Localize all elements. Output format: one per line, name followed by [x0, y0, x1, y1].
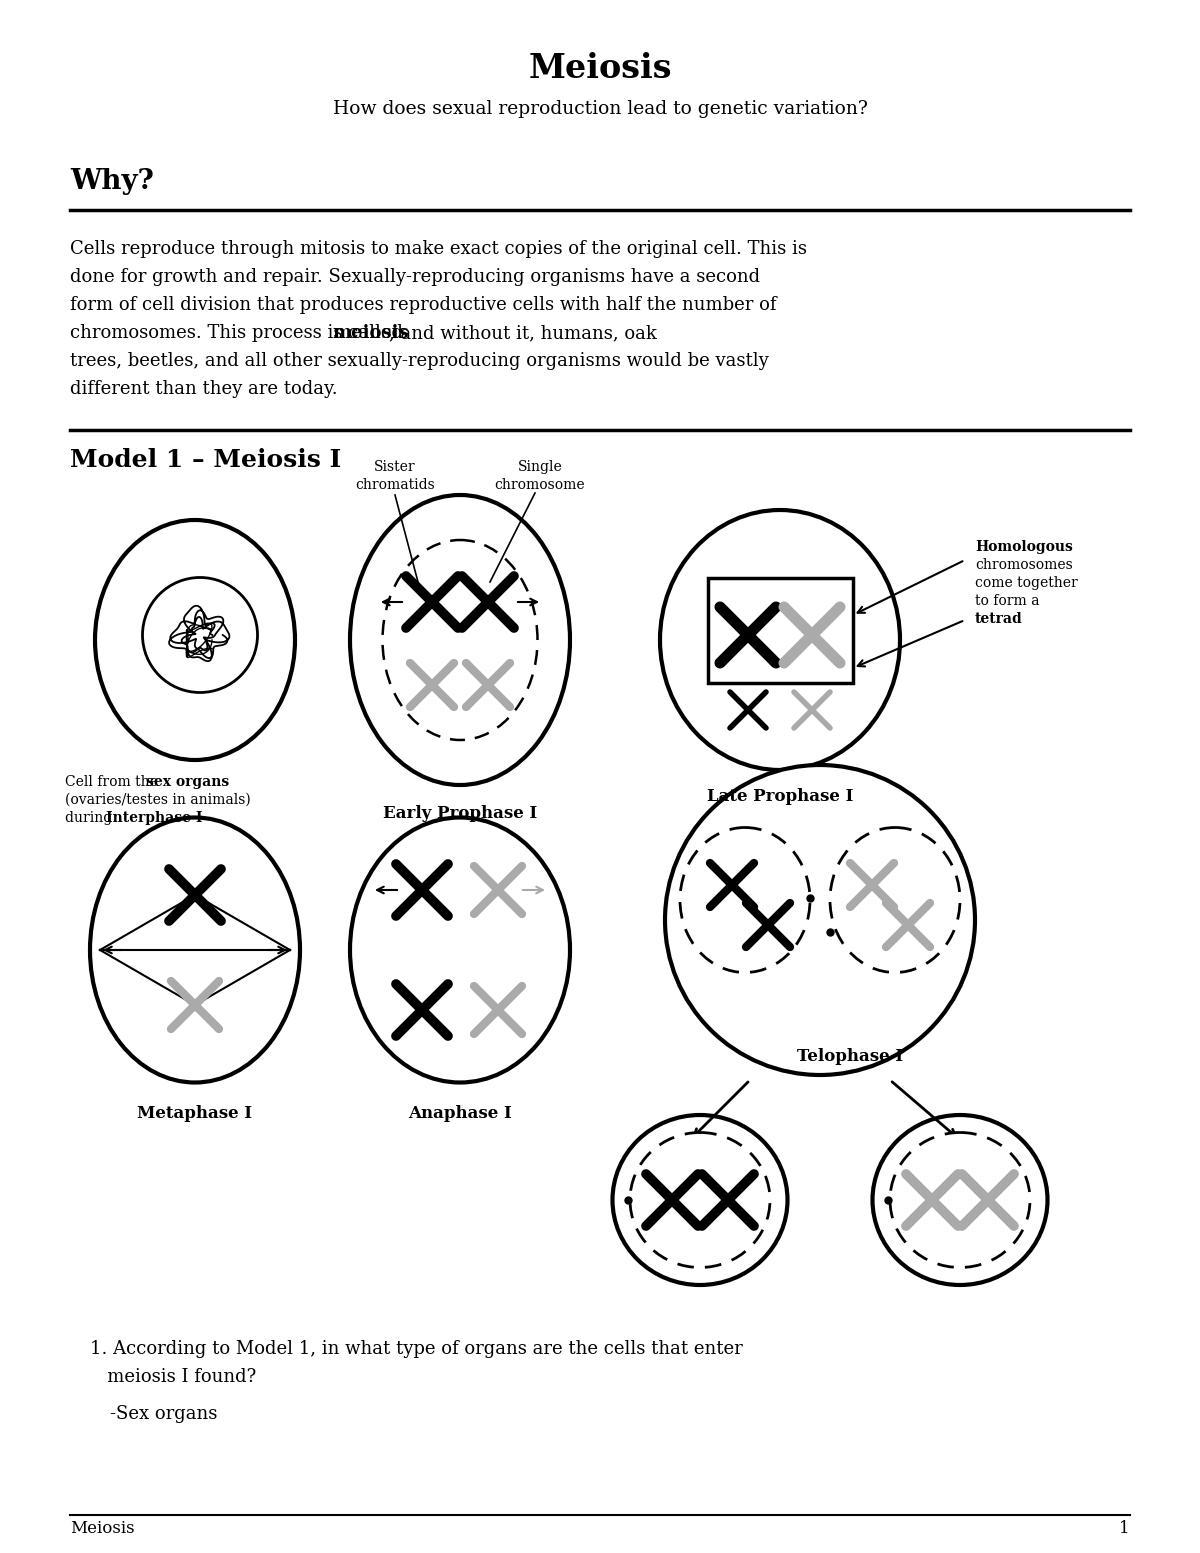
Text: come together: come together: [974, 576, 1078, 590]
Text: Early Prophase I: Early Prophase I: [383, 804, 538, 822]
Ellipse shape: [830, 828, 960, 972]
Ellipse shape: [680, 828, 810, 972]
Text: Single: Single: [517, 460, 563, 474]
Text: during: during: [65, 811, 116, 825]
Text: Meiosis: Meiosis: [528, 51, 672, 85]
Text: to form a: to form a: [974, 593, 1039, 609]
Text: (ovaries/testes in animals): (ovaries/testes in animals): [65, 794, 251, 808]
Ellipse shape: [143, 578, 258, 693]
Ellipse shape: [890, 1132, 1030, 1267]
Text: 1. According to Model 1, in what type of organs are the cells that enter: 1. According to Model 1, in what type of…: [90, 1340, 743, 1357]
Ellipse shape: [612, 1115, 787, 1284]
Text: Homologous: Homologous: [974, 540, 1073, 554]
Text: form of cell division that produces reproductive cells with half the number of: form of cell division that produces repr…: [70, 297, 776, 314]
Ellipse shape: [630, 1132, 770, 1267]
Text: Metaphase I: Metaphase I: [138, 1106, 252, 1121]
Ellipse shape: [90, 817, 300, 1082]
Text: Cells reproduce through mitosis to make exact copies of the original cell. This : Cells reproduce through mitosis to make …: [70, 241, 808, 258]
Text: How does sexual reproduction lead to genetic variation?: How does sexual reproduction lead to gen…: [332, 99, 868, 118]
Ellipse shape: [350, 817, 570, 1082]
Bar: [708, 578, 853, 683]
Ellipse shape: [872, 1115, 1048, 1284]
Text: Meiosis: Meiosis: [70, 1520, 134, 1537]
Ellipse shape: [350, 495, 570, 784]
Ellipse shape: [660, 509, 900, 770]
Text: chromosomes. This process is called: chromosomes. This process is called: [70, 325, 409, 342]
Text: meiosis: meiosis: [332, 325, 409, 342]
Text: different than they are today.: different than they are today.: [70, 380, 337, 398]
Text: chromosome: chromosome: [494, 478, 586, 492]
Text: chromatids: chromatids: [355, 478, 434, 492]
Text: Interphase I: Interphase I: [106, 811, 202, 825]
Text: Telophase I: Telophase I: [797, 1048, 904, 1065]
Text: chromosomes: chromosomes: [974, 558, 1073, 572]
Text: meiosis I found?: meiosis I found?: [90, 1368, 257, 1385]
Text: -Sex organs: -Sex organs: [110, 1405, 217, 1423]
Text: trees, beetles, and all other sexually-reproducing organisms would be vastly: trees, beetles, and all other sexually-r…: [70, 353, 769, 370]
Ellipse shape: [95, 520, 295, 759]
Text: Model 1 – Meiosis I: Model 1 – Meiosis I: [70, 447, 341, 472]
Text: , and without it, humans, oak: , and without it, humans, oak: [389, 325, 656, 342]
Text: sex organs: sex organs: [146, 775, 229, 789]
Ellipse shape: [665, 766, 974, 1075]
Text: Anaphase I: Anaphase I: [408, 1106, 512, 1121]
Text: Late Prophase I: Late Prophase I: [707, 787, 853, 804]
Ellipse shape: [383, 540, 538, 739]
Text: tetrad: tetrad: [974, 612, 1022, 626]
Text: done for growth and repair. Sexually-reproducing organisms have a second: done for growth and repair. Sexually-rep…: [70, 269, 760, 286]
Text: Cell from the: Cell from the: [65, 775, 162, 789]
Text: Sister: Sister: [374, 460, 416, 474]
Text: 1: 1: [1120, 1520, 1130, 1537]
Text: Why?: Why?: [70, 168, 154, 196]
